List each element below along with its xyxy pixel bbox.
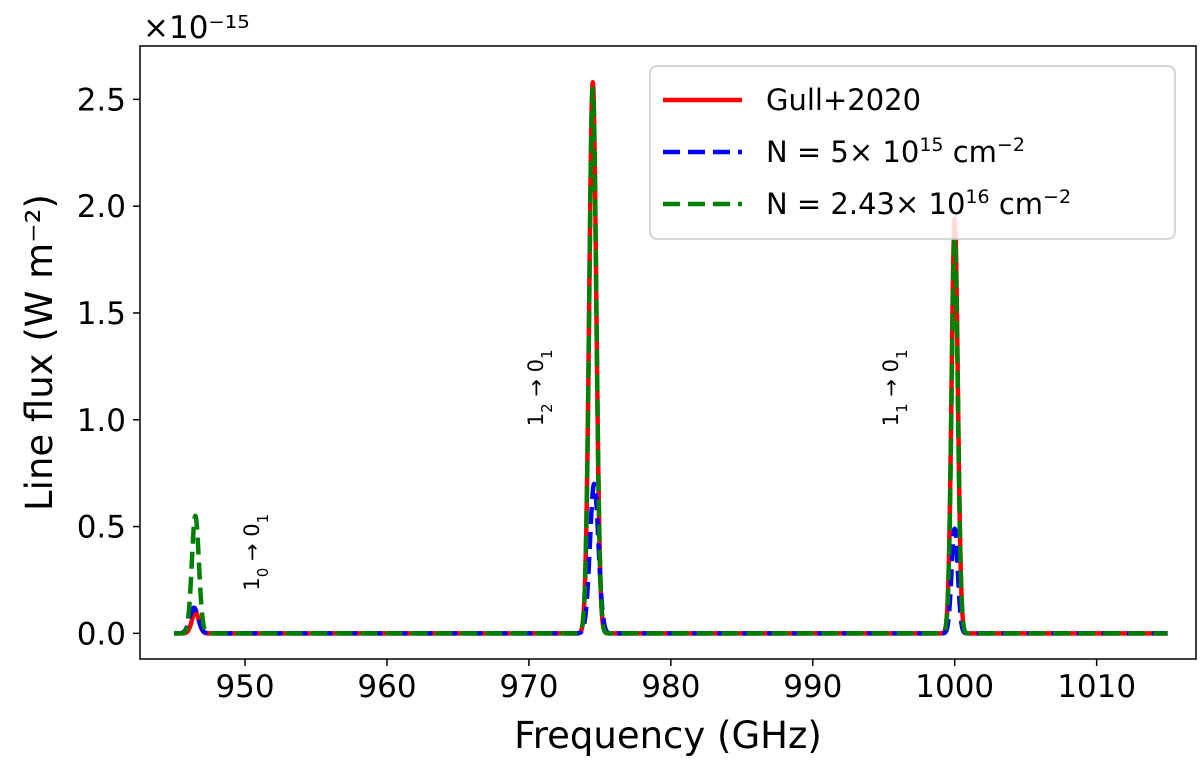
plot-frame — [139, 45, 1197, 660]
legend-entry: Gull+2020 — [766, 83, 921, 117]
x-tick-label: 1000 — [915, 669, 994, 705]
x-tick-label: 960 — [357, 669, 416, 705]
series-line-2 — [172, 481, 1170, 636]
series-line-3 — [172, 86, 1170, 636]
y-tick-label: 2.5 — [77, 82, 126, 118]
y-tick-label: 1.0 — [77, 403, 126, 439]
annotation-layer: 10 → 01 12 → 01 11 → 01 — [240, 349, 911, 590]
legend-entry: N = 5× 1015 cm−2 — [766, 134, 1025, 169]
transition-label: 10 → 01 — [240, 514, 272, 591]
y-offset-label: ×10⁻¹⁵ — [143, 10, 250, 46]
y-tick-label: 1.5 — [77, 296, 126, 332]
x-tick-label: 980 — [641, 669, 700, 705]
x-axis-label: Frequency (GHz) — [514, 714, 822, 757]
y-axis-label: Line flux (W m⁻²) — [18, 194, 61, 511]
legend-entry: N = 2.43× 1016 cm−2 — [766, 186, 1071, 221]
transition-label: 11 → 01 — [879, 349, 911, 426]
x-tick-label: 950 — [215, 669, 274, 705]
legend: Gull+2020 N = 5× 1015 cm−2 N = 2.43× 1016 … — [649, 65, 1176, 240]
x-tick-label: 970 — [499, 669, 558, 705]
y-tick-label: 0.0 — [77, 616, 126, 652]
x-tick-label: 1010 — [1057, 669, 1136, 705]
series-layer — [172, 80, 1170, 636]
x-axis: 950 960 970 980 990 1000 1010 — [215, 659, 1136, 705]
y-tick-label: 2.0 — [77, 189, 126, 225]
transition-label: 12 → 01 — [524, 349, 556, 426]
x-tick-label: 990 — [783, 669, 842, 705]
y-tick-label: 0.5 — [77, 510, 126, 546]
y-axis: 0.0 0.5 1.0 1.5 2.0 2.5 — [77, 82, 140, 652]
legend-box — [649, 65, 1176, 240]
